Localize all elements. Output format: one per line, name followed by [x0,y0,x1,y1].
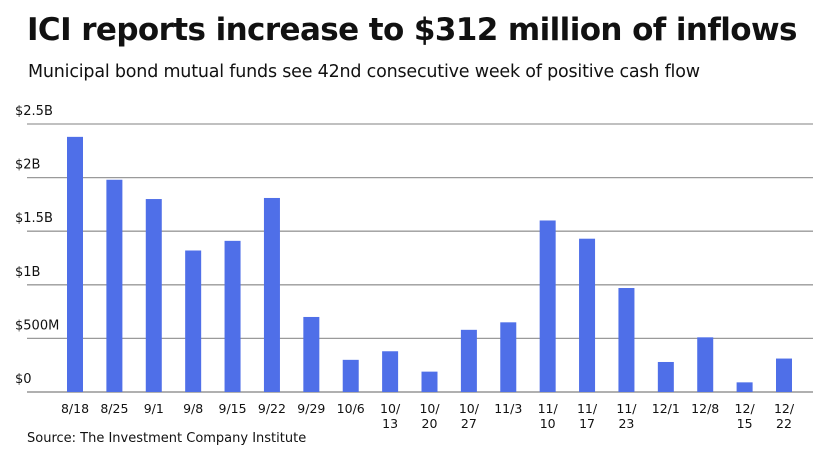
x-tick-label-line: 10 [540,416,556,431]
bar [500,322,517,392]
bar [618,288,635,392]
bar [539,220,556,392]
bar [185,250,202,392]
x-tick-label-line: 15 [737,416,753,431]
x-tick-label: 11/23 [616,401,637,431]
x-tick-label-line: 10/ [459,401,480,416]
x-tick-label-line: 22 [776,416,792,431]
bar [263,197,280,392]
bar [657,361,674,392]
bar [106,179,123,392]
y-tick-label: $1B [15,265,40,280]
x-tick-label: 12/15 [735,401,756,431]
x-tick-label-line: 17 [579,416,595,431]
bar [342,359,359,392]
x-tick-label-line: 10/ [380,401,401,416]
x-tick-label: 9/29 [297,401,325,416]
bar [224,240,241,392]
x-tick-label: 10/20 [419,401,440,431]
y-tick-label: $1.5B [15,211,53,226]
x-tick-label: 12/8 [691,401,719,416]
x-tick-label-line: 20 [422,416,438,431]
x-tick-label-line: 11/3 [494,401,522,416]
x-tick-label: 12/1 [652,401,680,416]
x-tick-label: 10/13 [380,401,401,431]
x-tick-label-line: 9/15 [219,401,247,416]
x-tick-label-line: 12/8 [691,401,719,416]
x-tick-label: 9/22 [258,401,286,416]
y-tick-label: $2B [15,158,40,173]
x-tick-label-line: 11/ [616,401,637,416]
chart-subtitle: Municipal bond mutual funds see 42nd con… [28,62,700,82]
x-tick-label: 8/25 [100,401,128,416]
x-tick-label-line: 9/1 [144,401,164,416]
gridlines [27,123,813,393]
x-tick-label: 8/18 [61,401,89,416]
x-tick-label: 11/3 [494,401,522,416]
chart-title: ICI reports increase to $312 million of … [27,12,797,48]
y-tick-label: $0 [15,372,32,387]
bar [145,199,162,392]
x-tick-label-line: 12/ [735,401,756,416]
bar [776,358,792,392]
x-tick-label-line: 8/18 [61,401,89,416]
x-tick-label-line: 27 [461,416,477,431]
bar [67,136,83,392]
x-axis-tick-labels: 8/18 8/25 9/1 9/8 9/15 9/22 9/29 10/6 10/1310/20… [61,401,795,431]
x-tick-label-line: 12/1 [652,401,680,416]
x-tick-label-line: 12/ [774,401,795,416]
x-tick-label-line: 10/ [419,401,440,416]
bar [697,337,714,392]
source-note: Source: The Investment Company Institute [27,431,307,446]
x-tick-label: 9/8 [183,401,203,416]
bars [67,136,792,392]
x-tick-label: 10/27 [459,401,480,431]
x-tick-label-line: 23 [618,416,634,431]
bar [303,316,320,392]
x-tick-label-line: 11/ [577,401,598,416]
x-tick-label-line: 11/ [538,401,559,416]
x-tick-label: 10/6 [337,401,365,416]
x-tick-label-line: 9/22 [258,401,286,416]
x-tick-label-line: 8/25 [100,401,128,416]
y-tick-label: $2.5B [15,104,53,119]
x-tick-label: 12/22 [774,401,795,431]
x-tick-label-line: 13 [382,416,398,431]
x-tick-label-line: 10/6 [337,401,365,416]
y-tick-label: $500M [15,318,59,333]
x-tick-label: 11/17 [577,401,598,431]
bar [736,382,753,392]
x-tick-label-line: 9/8 [183,401,203,416]
y-axis-tick-labels: $0 $500M $1B $1.5B $2B $2.5B [15,104,59,387]
x-tick-label: 9/15 [219,401,247,416]
x-tick-label: 11/10 [538,401,559,431]
bar [382,351,399,392]
bar [460,329,477,392]
bar [421,371,438,392]
x-tick-label: 9/1 [144,401,164,416]
bar [579,238,596,392]
x-tick-label-line: 9/29 [297,401,325,416]
